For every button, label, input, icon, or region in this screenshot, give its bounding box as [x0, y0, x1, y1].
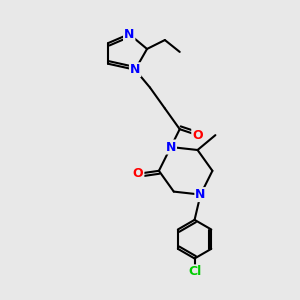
Text: O: O	[133, 167, 143, 180]
Text: N: N	[130, 63, 140, 76]
Text: Cl: Cl	[188, 266, 201, 278]
Text: N: N	[195, 188, 206, 201]
Text: N: N	[124, 28, 134, 40]
Text: N: N	[166, 140, 176, 154]
Text: O: O	[192, 129, 203, 142]
